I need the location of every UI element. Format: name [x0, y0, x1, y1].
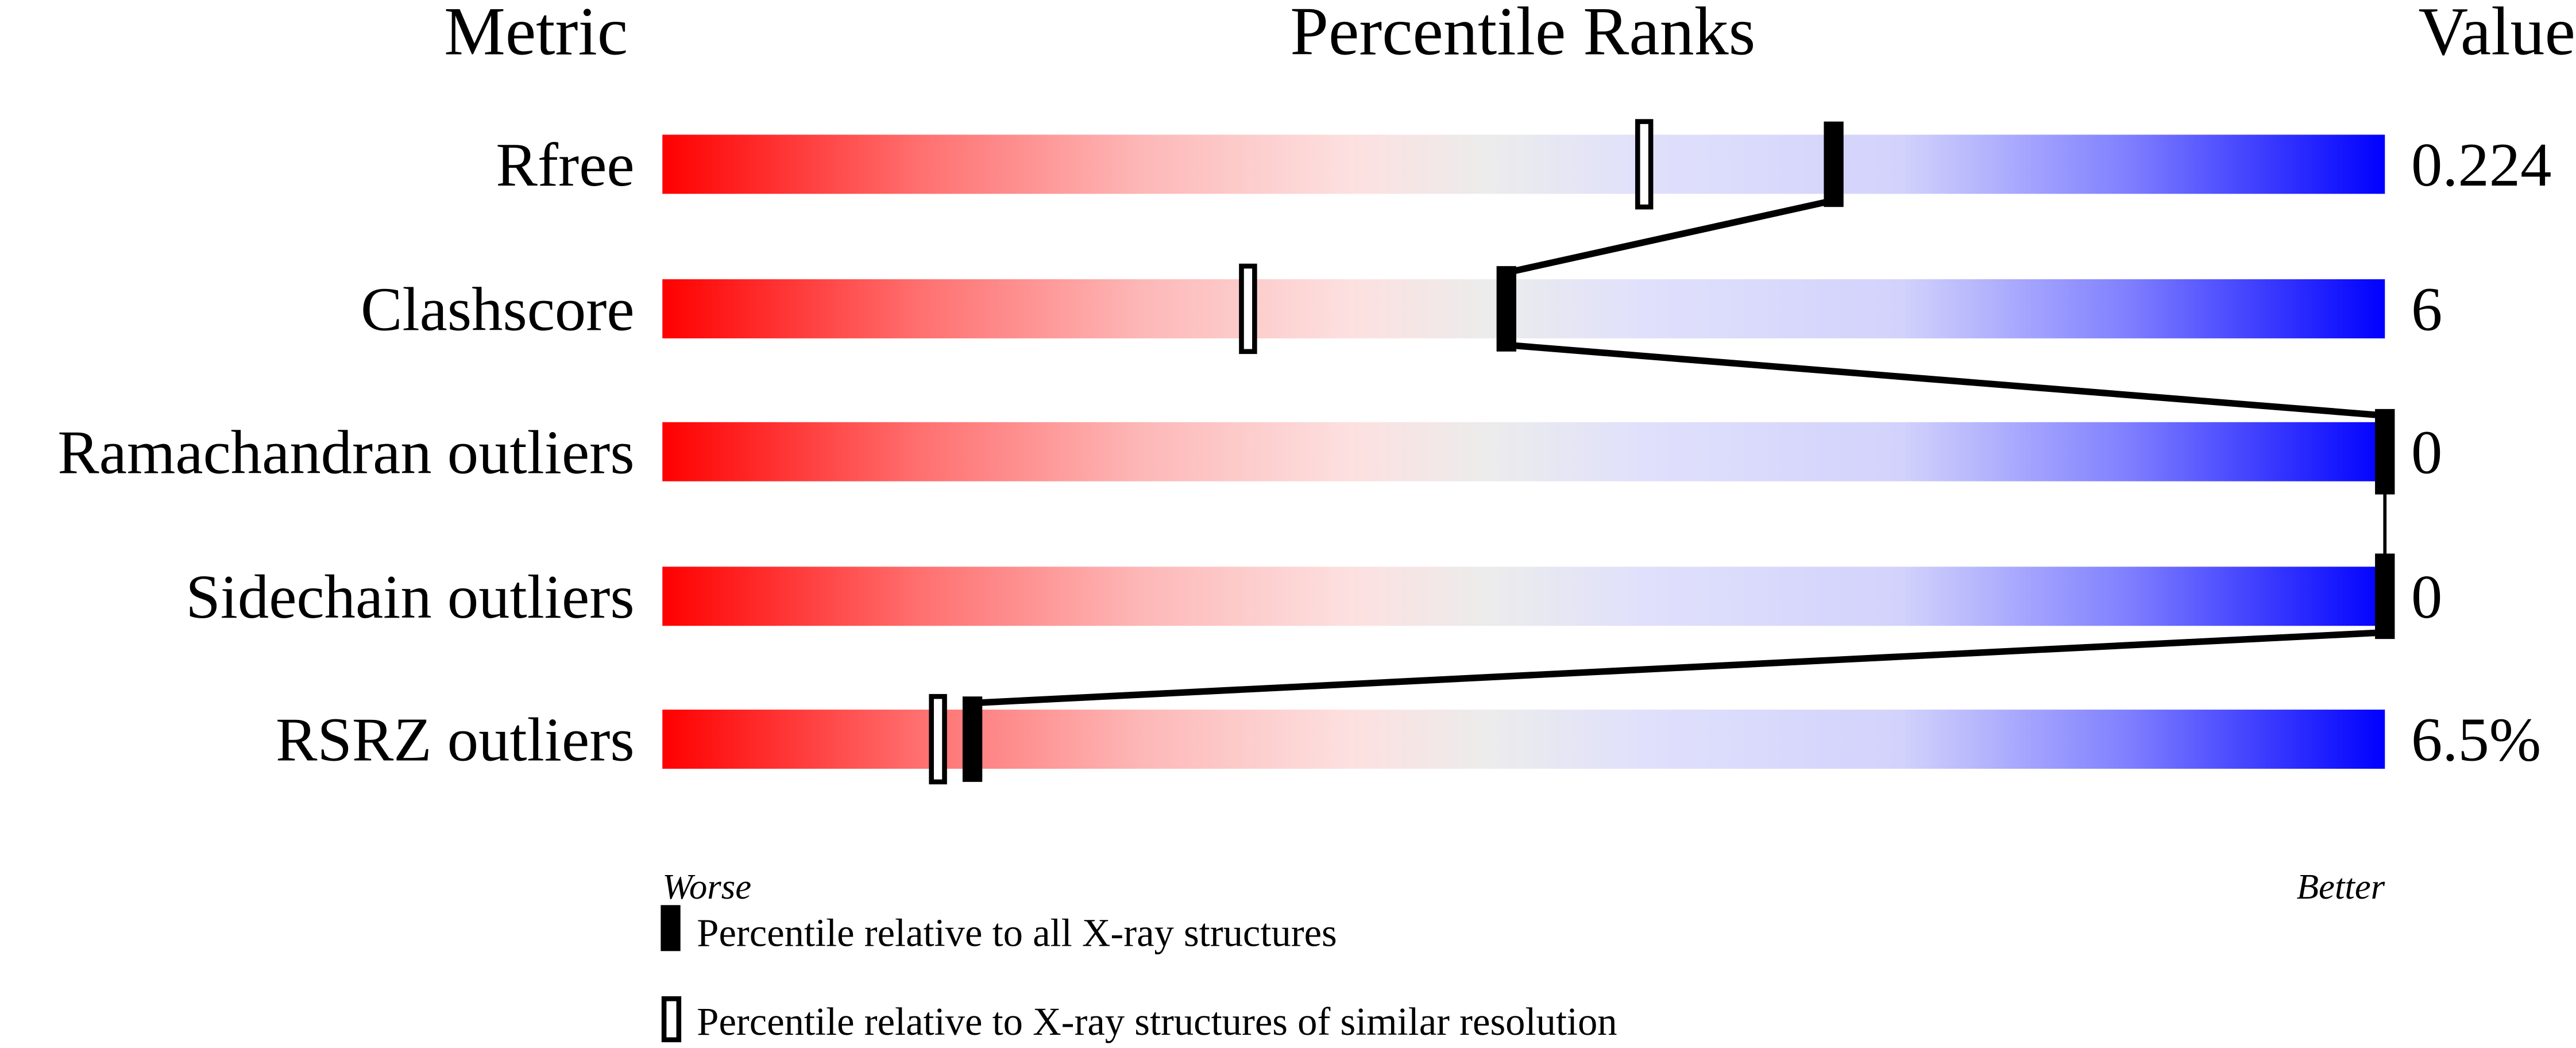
metric-label: Rfree [496, 130, 634, 199]
marker-all-structures [2375, 409, 2395, 495]
percentile-bar [662, 422, 2385, 481]
marker-all-structures [1824, 121, 1844, 207]
connector-line [1505, 197, 1835, 276]
marker-all-structures [1496, 266, 1516, 352]
connector-line [972, 629, 2385, 707]
header-value: Value [2419, 0, 2575, 69]
marker-similar-resolution [1239, 263, 1257, 355]
connector-line [1506, 341, 2385, 419]
axis-label-better: Better [2297, 866, 2385, 907]
metric-label: RSRZ outliers [276, 706, 635, 775]
header-percentile-ranks: Percentile Ranks [1290, 0, 1755, 69]
legend-open-marker [661, 996, 682, 1042]
marker-similar-resolution [929, 693, 947, 785]
percentile-bar [662, 134, 2385, 194]
marker-all-structures [2375, 553, 2395, 639]
metric-value: 0 [2411, 562, 2442, 631]
marker-similar-resolution [1635, 119, 1654, 210]
metric-value: 0 [2411, 418, 2442, 487]
marker-all-structures [962, 696, 983, 782]
metric-value: 0.224 [2411, 130, 2551, 199]
percentile-bar [662, 279, 2385, 338]
metric-label: Ramachandran outliers [57, 418, 634, 487]
legend-label-all: Percentile relative to all X-ray structu… [697, 911, 1337, 955]
metric-label: Sidechain outliers [186, 562, 634, 631]
legend-label-similar: Percentile relative to X-ray structures … [697, 1000, 1617, 1043]
axis-label-worse: Worse [662, 866, 751, 907]
percentile-bar [662, 567, 2385, 626]
percentile-bar [662, 710, 2385, 769]
header-metric: Metric [444, 0, 628, 69]
metric-value: 6.5% [2411, 706, 2541, 775]
metric-label: Clashscore [361, 275, 635, 344]
legend-filled-marker [661, 905, 681, 951]
metric-value: 6 [2411, 275, 2442, 344]
